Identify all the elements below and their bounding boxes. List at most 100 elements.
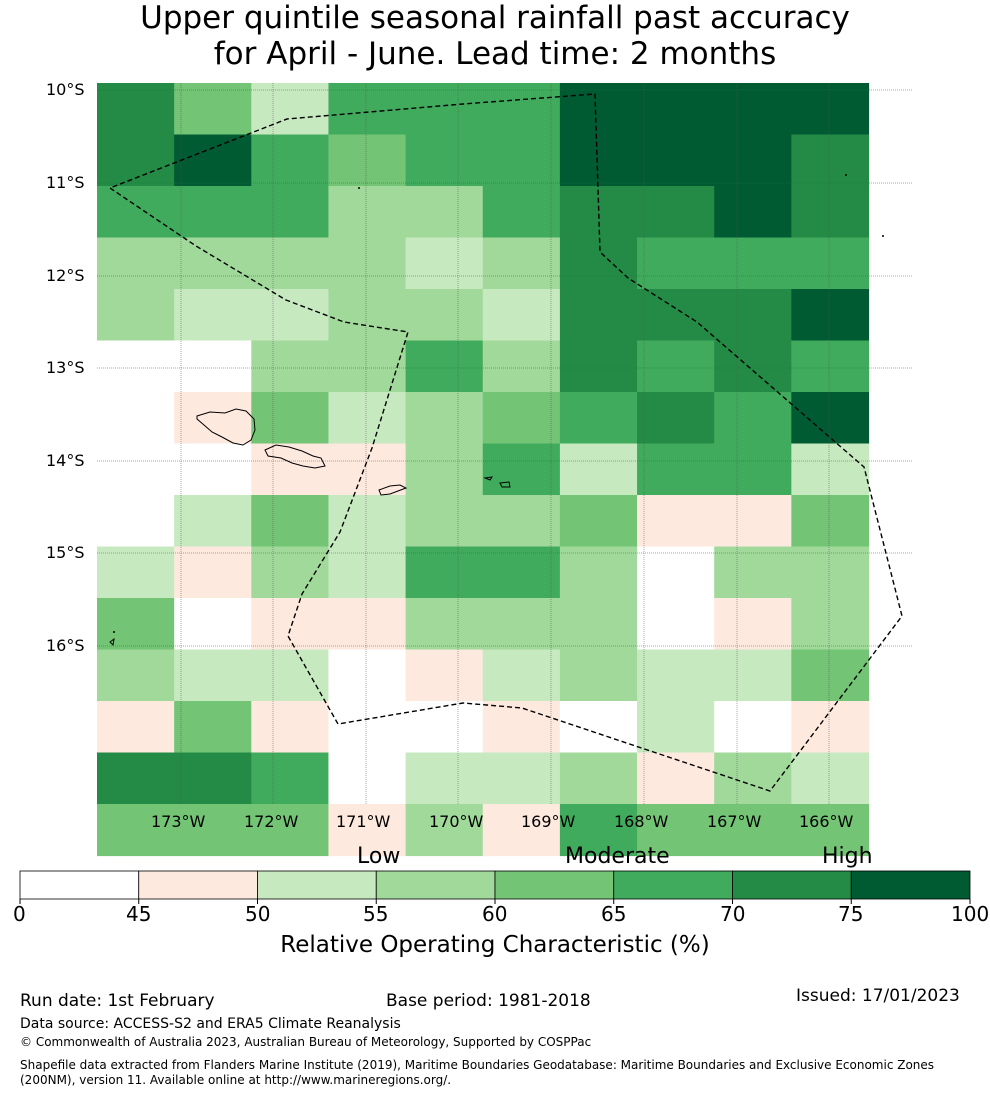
grid-cell bbox=[251, 701, 330, 754]
grid-cell bbox=[405, 649, 484, 702]
lon-label-172w: 172°W bbox=[244, 812, 299, 831]
grid-cell bbox=[97, 598, 175, 651]
lon-label-168w: 168°W bbox=[614, 812, 669, 831]
grid-cell bbox=[559, 649, 638, 702]
grid-cell bbox=[482, 340, 561, 393]
grid-cell bbox=[559, 495, 638, 548]
grid-cell bbox=[405, 546, 484, 599]
title-line-1: Upper quintile seasonal rainfall past ac… bbox=[140, 0, 850, 36]
grid-cell bbox=[174, 83, 252, 136]
grid-cell bbox=[482, 598, 561, 651]
grid-cell bbox=[559, 752, 638, 805]
grid-cell bbox=[174, 392, 252, 445]
colorbar-segment bbox=[138, 870, 258, 900]
grid-cell bbox=[637, 649, 715, 702]
lat-label-16s: 16°S bbox=[46, 636, 85, 655]
grid-cell bbox=[714, 392, 792, 445]
lon-label-171w: 171°W bbox=[336, 812, 391, 831]
lat-label-11s: 11°S bbox=[46, 173, 85, 192]
grid-cell bbox=[714, 443, 792, 496]
grid-cell bbox=[791, 340, 870, 393]
colorbar-tick-65: 65 bbox=[601, 902, 627, 926]
grid-cell bbox=[328, 237, 407, 290]
grid-cell bbox=[97, 649, 175, 702]
grid-cell bbox=[714, 134, 792, 187]
grid-cell bbox=[637, 804, 715, 857]
grid-cell bbox=[97, 83, 175, 136]
grid-cell bbox=[791, 134, 870, 187]
grid-cell bbox=[97, 237, 175, 290]
rainfall-accuracy-grid bbox=[97, 83, 870, 857]
grid-cell bbox=[482, 443, 561, 496]
island-savaii bbox=[196, 408, 256, 446]
grid-cell bbox=[637, 392, 715, 445]
grid-cell bbox=[791, 186, 870, 239]
grid-cell bbox=[637, 237, 715, 290]
grid-cell bbox=[405, 598, 484, 651]
grid-cell bbox=[482, 134, 561, 187]
lat-label-12s: 12°S bbox=[46, 266, 85, 285]
grid-cell bbox=[405, 495, 484, 548]
grid-cell bbox=[405, 186, 484, 239]
grid-cell bbox=[482, 289, 561, 342]
grid-cell bbox=[328, 598, 407, 651]
colorbar-segment bbox=[613, 870, 733, 900]
grid-cell bbox=[637, 443, 715, 496]
grid-cell bbox=[482, 392, 561, 445]
lat-label-13s: 13°S bbox=[46, 358, 85, 377]
colorbar-label: Relative Operating Characteristic (%) bbox=[280, 932, 710, 958]
grid-cell bbox=[482, 237, 561, 290]
grid-cell bbox=[637, 83, 715, 136]
grid-cell bbox=[174, 701, 252, 754]
grid-cell bbox=[405, 289, 484, 342]
grid-cell bbox=[328, 701, 407, 754]
grid-cell bbox=[559, 598, 638, 651]
colorbar-segment bbox=[850, 870, 971, 900]
grid-cell bbox=[97, 546, 175, 599]
grid-cell bbox=[251, 289, 330, 342]
grid-cell bbox=[482, 752, 561, 805]
colorbar-tick-50: 50 bbox=[245, 902, 271, 926]
grid-cell bbox=[174, 598, 252, 651]
grid-cell bbox=[251, 83, 330, 136]
grid-cell bbox=[559, 83, 638, 136]
grid-cell bbox=[791, 701, 870, 754]
grid-cell bbox=[791, 237, 870, 290]
grid-cell bbox=[328, 186, 407, 239]
colorbar-segment bbox=[732, 870, 852, 900]
grid-cell bbox=[791, 392, 870, 445]
grid-cell bbox=[637, 701, 715, 754]
grid-cell bbox=[482, 83, 561, 136]
grid-cell bbox=[714, 804, 792, 857]
grid-cell bbox=[251, 237, 330, 290]
grid-cell bbox=[559, 701, 638, 754]
grid-cell bbox=[559, 134, 638, 187]
island-tau bbox=[499, 481, 511, 488]
grid-cell bbox=[637, 289, 715, 342]
island-tutuila bbox=[378, 484, 408, 496]
grid-cell bbox=[714, 186, 792, 239]
grid-cell bbox=[714, 649, 792, 702]
island-dot-c bbox=[882, 235, 884, 237]
grid-cell bbox=[559, 392, 638, 445]
grid-cell bbox=[791, 495, 870, 548]
colorbar-tick-55: 55 bbox=[363, 902, 389, 926]
grid-cell bbox=[328, 546, 407, 599]
grid-cell bbox=[328, 340, 407, 393]
grid-cell bbox=[174, 752, 252, 805]
grid-cell bbox=[405, 392, 484, 445]
island-dot-d bbox=[113, 631, 115, 633]
colorbar-tick-70: 70 bbox=[720, 902, 746, 926]
grid-cell bbox=[251, 495, 330, 548]
grid-cell bbox=[405, 340, 484, 393]
grid-cell bbox=[482, 804, 561, 857]
grid-cell bbox=[251, 392, 330, 445]
grid-cell bbox=[97, 752, 175, 805]
colorbar bbox=[19, 870, 971, 904]
issued-date: Issued: 17/01/2023 bbox=[796, 986, 960, 1006]
colorbar-segment bbox=[257, 870, 377, 900]
grid-cell bbox=[251, 649, 330, 702]
grid-cell bbox=[405, 701, 484, 754]
grid-cell bbox=[251, 804, 330, 857]
grid-cell bbox=[251, 443, 330, 496]
